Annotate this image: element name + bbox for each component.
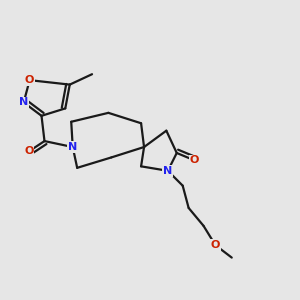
Text: O: O	[211, 240, 220, 250]
Text: O: O	[24, 146, 33, 157]
Text: N: N	[163, 166, 172, 176]
Text: N: N	[68, 142, 77, 152]
Text: O: O	[25, 75, 34, 85]
Text: O: O	[190, 155, 199, 165]
Text: N: N	[19, 98, 28, 107]
